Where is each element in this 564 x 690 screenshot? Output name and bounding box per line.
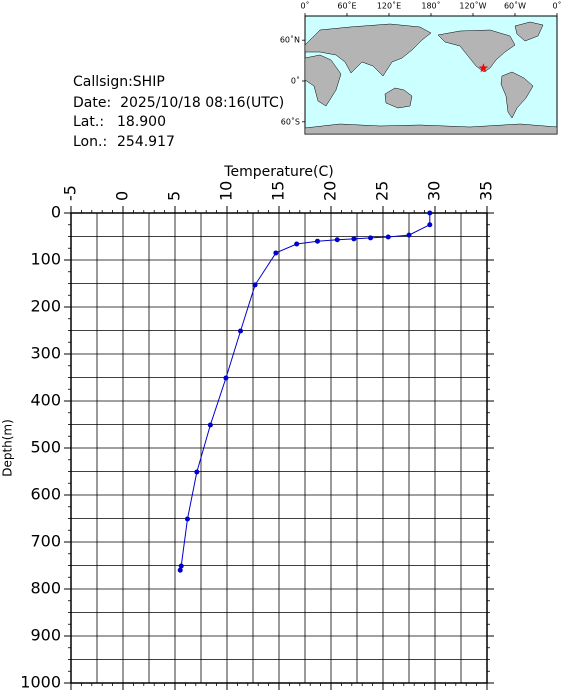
y-tick-label: 300	[30, 344, 61, 363]
data-point	[334, 237, 340, 243]
y-tick-label: 900	[30, 626, 61, 645]
x-axis-label: Temperature(C)	[223, 164, 333, 180]
x-tick-label: 5	[165, 191, 184, 201]
x-tick-label: 10	[217, 181, 236, 201]
plot-frame	[70, 212, 488, 684]
data-point	[177, 567, 183, 573]
data-point	[406, 232, 412, 238]
data-point	[314, 238, 320, 244]
data-point	[427, 222, 433, 228]
data-point	[273, 250, 279, 256]
map-x-tick-label: 60˚W	[504, 1, 526, 11]
map-x-tick-label: 120˚W	[459, 1, 486, 11]
data-point	[223, 375, 229, 381]
x-tick-label: 15	[269, 181, 288, 201]
data-point	[178, 563, 184, 569]
continents	[304, 21, 558, 135]
x-tick-label: 0	[113, 191, 132, 201]
lat-value: 18.900	[117, 114, 166, 130]
x-tick-label: 30	[425, 181, 444, 201]
data-point	[351, 236, 357, 242]
y-tick-label: 100	[30, 250, 61, 269]
map-y-tick-label: 0˚	[291, 76, 300, 86]
y-tick-label: 200	[30, 297, 61, 316]
data-point	[184, 516, 190, 522]
data-point	[252, 282, 258, 288]
map-x-tick-label: 0˚	[552, 1, 561, 11]
callsign: Callsign:SHIP	[73, 74, 165, 90]
y-tick-label: 1000	[20, 673, 61, 690]
y-tick-label: 400	[30, 391, 61, 410]
map-y-tick-label: 60˚N	[280, 35, 300, 45]
y-tick-label: 700	[30, 532, 61, 551]
x-tick-label: 25	[373, 181, 392, 201]
map-x-tick-label: 60˚E	[337, 1, 356, 11]
data-point	[238, 328, 244, 334]
y-tick-label: 800	[30, 579, 61, 598]
x-tick-label: -5	[61, 185, 80, 201]
map-x-tick-label: 180˚	[421, 1, 440, 11]
x-tick-label: 35	[477, 181, 496, 201]
y-tick-label: 0	[51, 203, 61, 222]
data-point	[385, 234, 391, 240]
lon-label: Lon.:	[73, 134, 107, 150]
map	[304, 15, 558, 135]
lat-label: Lat.:	[73, 114, 104, 130]
position-marker	[478, 63, 489, 73]
map-x-tick-label: 0˚	[300, 1, 309, 11]
map-x-tick-label: 120˚E	[377, 1, 401, 11]
data-point	[294, 241, 300, 247]
data-point	[427, 210, 433, 216]
data-point	[194, 469, 200, 475]
y-tick-label: 600	[30, 485, 61, 504]
y-tick-label: 500	[30, 438, 61, 457]
data-point	[368, 235, 374, 241]
lon-value: 254.917	[117, 134, 175, 150]
date: Date: 2025/10/18 08:16(UTC)	[73, 95, 284, 111]
profile-line	[179, 213, 431, 571]
map-y-tick-label: 60˚S	[281, 116, 300, 126]
y-axis-label: Depth(m)	[1, 419, 15, 477]
data-point	[207, 422, 213, 428]
x-tick-label: 20	[321, 181, 340, 201]
